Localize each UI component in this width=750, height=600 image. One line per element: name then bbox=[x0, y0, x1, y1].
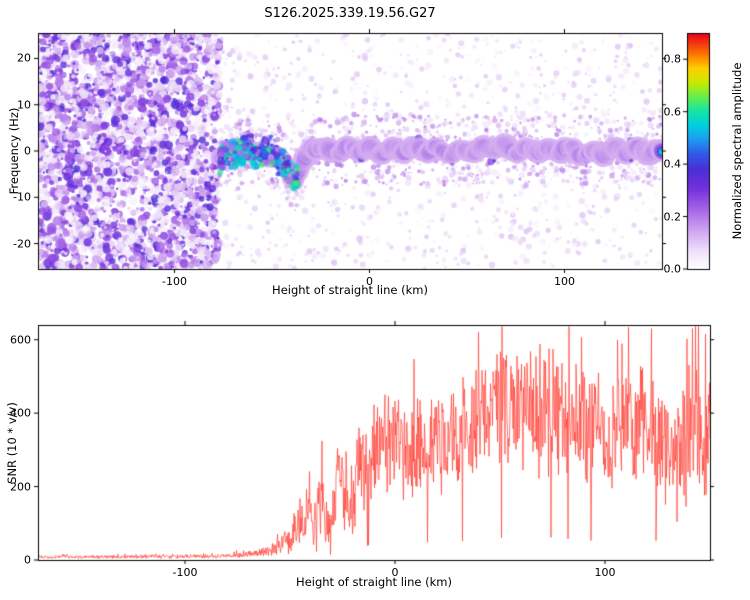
spectrogram-ylabel: Frequency (Hz) bbox=[7, 107, 21, 195]
colorbar-tick-label: 0.0 bbox=[663, 262, 682, 276]
figure-title: S126.2025.339.19.56.G27 bbox=[264, 6, 436, 21]
snr-x-tick-label: 0 bbox=[391, 566, 399, 579]
colorbar-tick-label: 0.4 bbox=[663, 157, 682, 171]
spectrogram-x-tick-label: 0 bbox=[366, 275, 373, 288]
snr-x-tick-label: -100 bbox=[172, 566, 198, 579]
colorbar-tick-label: 0.6 bbox=[663, 105, 682, 119]
snr-y-tick-label: 400 bbox=[10, 406, 31, 420]
spectrogram-y-tick-label: 20 bbox=[17, 51, 31, 65]
snr-xlabel: Height of straight line (km) bbox=[296, 575, 452, 589]
spectrogram-y-tick-label: -20 bbox=[13, 237, 31, 251]
spectrogram-xlabel: Height of straight line (km) bbox=[272, 283, 428, 297]
spectrogram-x-tick-label: 100 bbox=[554, 275, 575, 288]
spectrogram-y-tick-label: -10 bbox=[13, 190, 31, 204]
snr-x-tick-label: 100 bbox=[594, 566, 616, 579]
spectrogram-y-tick-label: 10 bbox=[17, 98, 31, 112]
colorbar-tick-label: 0.8 bbox=[663, 52, 682, 66]
snr-y-tick-label: 600 bbox=[10, 333, 31, 347]
snr-y-tick-label: 200 bbox=[10, 480, 31, 494]
spectrogram-x-tick-label: -100 bbox=[162, 275, 187, 288]
colorbar-label: Normalized spectral amplitude bbox=[730, 62, 744, 240]
colorbar-tick-label: 0.2 bbox=[663, 210, 682, 224]
snr-y-tick-label: 0 bbox=[24, 553, 31, 567]
spectrogram-y-tick-label: 0 bbox=[24, 144, 31, 158]
